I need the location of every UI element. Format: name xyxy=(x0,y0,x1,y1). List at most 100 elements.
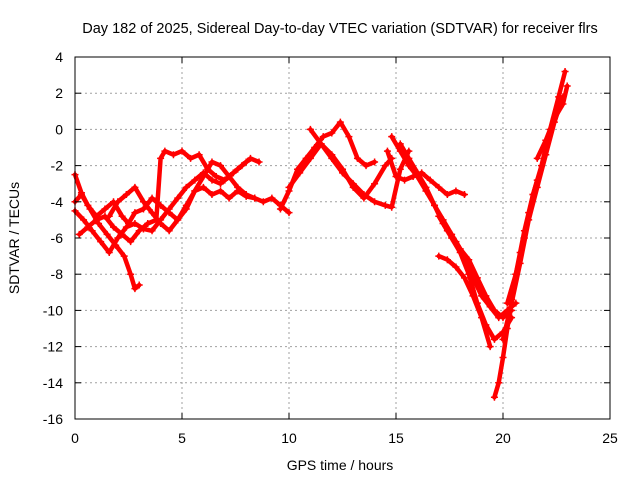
data-point xyxy=(208,176,216,184)
data-point xyxy=(88,227,96,235)
series-trace xyxy=(106,159,258,234)
data-point xyxy=(405,154,413,162)
data-point xyxy=(105,212,113,220)
series-sat-track-17 xyxy=(533,82,571,162)
series-sat-track-12 xyxy=(435,212,520,322)
data-point xyxy=(95,220,103,228)
y-tick-label: 0 xyxy=(55,121,63,137)
x-tick-label: 25 xyxy=(602,430,618,446)
data-point xyxy=(259,198,267,206)
y-tick-label: -10 xyxy=(43,302,63,318)
data-point xyxy=(503,299,511,307)
data-point xyxy=(495,379,503,387)
data-point xyxy=(157,220,165,228)
x-tick-label: 20 xyxy=(495,430,511,446)
data-point xyxy=(165,205,173,213)
data-point xyxy=(103,230,111,238)
data-point xyxy=(148,209,156,217)
data-point xyxy=(131,285,139,293)
grid-lines xyxy=(75,57,610,419)
data-point xyxy=(242,191,250,199)
series-trace xyxy=(436,214,519,320)
data-point xyxy=(353,154,361,162)
data-point xyxy=(84,223,92,231)
x-tick-label: 5 xyxy=(178,430,186,446)
series-sat-track-8 xyxy=(306,125,413,211)
data-point xyxy=(413,169,421,177)
data-point xyxy=(118,212,126,220)
data-point xyxy=(165,227,173,235)
data-point xyxy=(559,100,567,108)
series-trace xyxy=(72,192,142,291)
data-point xyxy=(349,180,357,188)
data-point xyxy=(460,274,468,282)
data-point xyxy=(542,136,550,144)
data-point xyxy=(360,191,368,199)
y-tick-label: 4 xyxy=(55,49,63,65)
data-point xyxy=(469,274,477,282)
data-point xyxy=(86,205,94,213)
series-trace xyxy=(436,253,493,349)
data-point xyxy=(208,191,216,199)
y-tick-label: -2 xyxy=(51,158,64,174)
data-point xyxy=(296,169,304,177)
data-point xyxy=(460,252,468,260)
series-trace xyxy=(385,148,467,197)
data-point xyxy=(336,118,344,126)
data-point xyxy=(234,183,242,191)
data-point xyxy=(114,198,122,206)
data-point xyxy=(217,162,225,170)
data-point xyxy=(512,270,520,278)
data-point xyxy=(112,241,120,249)
data-point xyxy=(77,191,85,199)
data-point xyxy=(114,234,122,242)
data-point xyxy=(499,335,507,343)
data-point xyxy=(362,162,370,170)
data-point xyxy=(443,256,451,264)
series-sat-track-16 xyxy=(503,67,569,307)
data-point xyxy=(317,140,325,148)
series-sat-track-15 xyxy=(499,93,567,343)
data-point xyxy=(187,154,195,162)
data-point xyxy=(161,147,169,155)
series-sat-track-11 xyxy=(396,140,516,322)
axis-ticks: 0 5 10 15 20 25 -16 -14 -12 -10 -8 -6 -4 -2 0 2 4 xyxy=(43,49,618,446)
data-point xyxy=(520,234,528,242)
data-point xyxy=(383,147,391,155)
data-point xyxy=(435,212,443,220)
data-point xyxy=(195,151,203,159)
data-point xyxy=(208,158,216,166)
data-point xyxy=(306,154,314,162)
data-point xyxy=(529,191,537,199)
data-point xyxy=(495,314,503,322)
data-point xyxy=(174,194,182,202)
y-tick-label: 2 xyxy=(55,85,63,101)
data-point xyxy=(131,220,139,228)
data-point xyxy=(490,393,498,401)
series-sat-track-6 xyxy=(276,118,379,213)
data-point xyxy=(490,335,498,343)
data-point xyxy=(225,194,233,202)
y-tick-label: -4 xyxy=(51,194,64,210)
data-point xyxy=(561,67,569,75)
y-tick-label: -14 xyxy=(43,375,63,391)
data-point xyxy=(319,133,327,141)
data-point xyxy=(435,252,443,260)
data-point xyxy=(118,230,126,238)
data-point xyxy=(169,151,177,159)
data-point xyxy=(139,205,147,213)
data-point xyxy=(563,82,571,90)
data-point xyxy=(533,154,541,162)
y-tick-label: -16 xyxy=(43,411,63,427)
data-point xyxy=(371,180,379,188)
data-point xyxy=(127,270,135,278)
data-point xyxy=(174,216,182,224)
data-point xyxy=(135,227,143,235)
data-point xyxy=(306,125,314,133)
data-point xyxy=(144,220,152,228)
data-point xyxy=(101,205,109,213)
data-point xyxy=(97,238,105,246)
x-axis-label: GPS time / hours xyxy=(287,457,394,473)
data-point xyxy=(122,191,130,199)
data-point xyxy=(120,252,128,260)
